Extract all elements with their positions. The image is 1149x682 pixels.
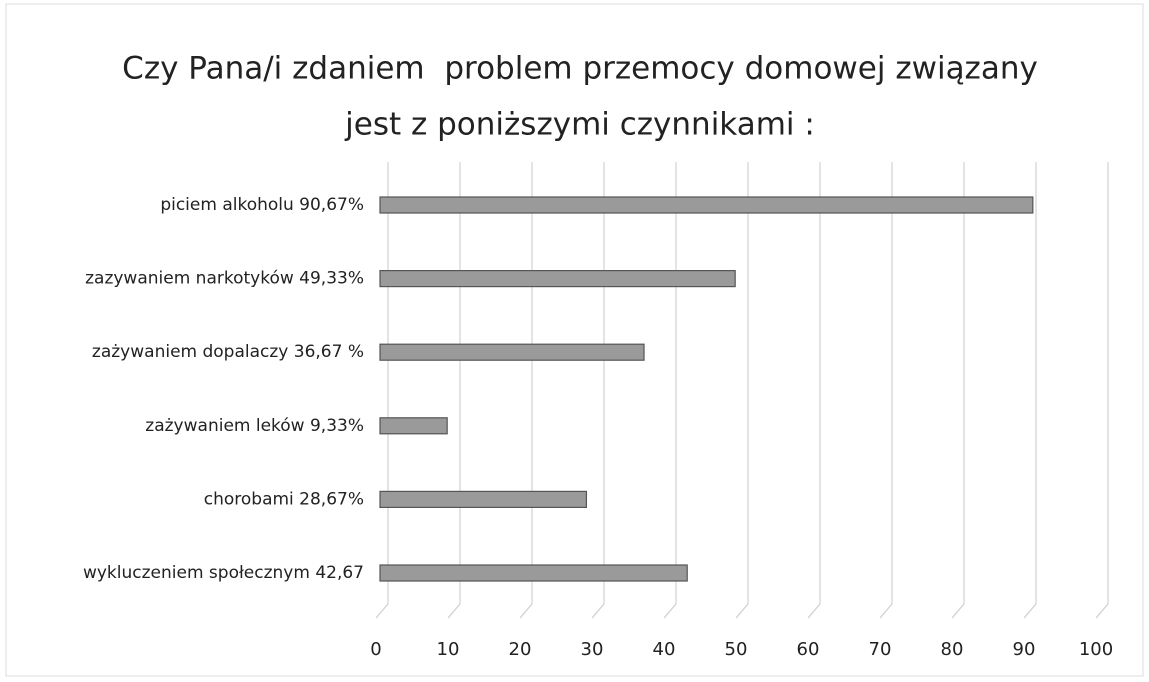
bar (379, 343, 645, 361)
y-tick-label: chorobami 28,67% (204, 489, 364, 509)
x-tick-label: 70 (869, 639, 892, 660)
x-tick-label: 80 (941, 639, 964, 660)
bar (379, 490, 588, 508)
y-tick-label: wykluczeniem społecznym 42,67 (83, 563, 364, 583)
grid-line (879, 603, 893, 619)
bar (379, 196, 1034, 214)
grid-line (591, 603, 605, 619)
chart-border (5, 3, 1144, 677)
x-tick-label: 60 (797, 639, 820, 660)
grid-line (663, 603, 677, 619)
grid-line (951, 603, 965, 619)
x-tick-label: 30 (581, 639, 604, 660)
y-tick-label: piciem alkoholu 90,67% (160, 195, 364, 215)
y-tick-label: zazywaniem narkotyków 49,33% (85, 269, 364, 289)
y-tick-label: zażywaniem dopalaczy 36,67 % (92, 342, 364, 362)
grid-line (519, 603, 533, 619)
x-tick-label: 40 (653, 639, 676, 660)
bar (379, 417, 448, 435)
grid-line (375, 603, 389, 619)
x-tick-label: 20 (509, 639, 532, 660)
grid-line (735, 603, 749, 619)
bar (379, 270, 736, 288)
grid-line (447, 603, 461, 619)
grid-line (807, 603, 821, 619)
chart-title: Czy Pana/i zdaniem problem przemocy domo… (122, 51, 1038, 87)
x-tick-label: 90 (1013, 639, 1036, 660)
x-tick-label: 10 (437, 639, 460, 660)
x-tick-label: 100 (1079, 639, 1113, 660)
x-tick-label: 0 (370, 639, 381, 660)
y-tick-label: zażywaniem leków 9,33% (145, 416, 364, 436)
x-tick-label: 50 (725, 639, 748, 660)
chart-title: jest z poniższymi czynnikami : (344, 107, 815, 143)
bar (379, 564, 688, 582)
grid-line (1095, 603, 1109, 619)
grid-line (1023, 603, 1037, 619)
